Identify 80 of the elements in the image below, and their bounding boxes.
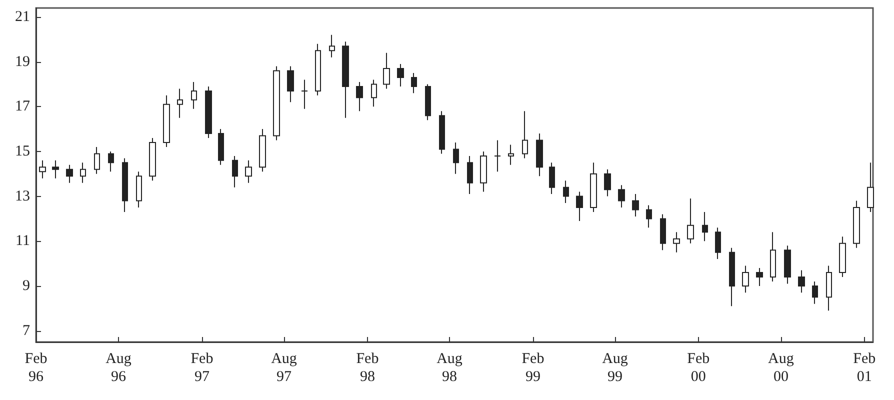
candlestick xyxy=(563,180,569,204)
candlestick xyxy=(108,150,114,172)
candlestick xyxy=(494,140,501,172)
candlestick xyxy=(259,128,266,172)
y-tick-label: 7 xyxy=(22,322,30,339)
candlestick xyxy=(522,110,528,159)
candlestick xyxy=(329,34,335,58)
x-tick-label: Feb 00 xyxy=(687,351,710,385)
candlestick xyxy=(867,162,874,212)
x-tick-label: Feb 01 xyxy=(853,351,876,385)
candlestick xyxy=(218,128,224,166)
candlestick xyxy=(136,171,142,208)
candlestick xyxy=(702,211,708,242)
candlestick xyxy=(356,81,363,112)
candlestick xyxy=(315,43,321,96)
x-tick-label: Feb 96 xyxy=(24,351,48,385)
candlestick xyxy=(301,79,308,110)
candlestick xyxy=(742,265,749,294)
candlestick xyxy=(646,204,652,228)
candlestick xyxy=(383,52,390,90)
candlestick xyxy=(245,160,252,184)
candlestick xyxy=(687,198,694,244)
candlestick xyxy=(826,265,832,312)
candlestick xyxy=(576,191,583,222)
candlestick xyxy=(632,194,639,217)
candlestick xyxy=(177,88,183,118)
candlestick xyxy=(549,162,555,195)
y-tick-label: 19 xyxy=(15,54,30,70)
x-tick-label: Aug 00 xyxy=(768,351,794,385)
candlestick xyxy=(798,270,805,294)
candlestick xyxy=(163,94,170,148)
candlestick xyxy=(66,164,73,184)
candlestick xyxy=(371,79,377,108)
x-tick-label: Aug 99 xyxy=(602,351,628,385)
candlestick xyxy=(425,84,431,121)
candlestick xyxy=(590,162,597,212)
candlestick xyxy=(784,245,791,284)
y-tick-label: 11 xyxy=(16,233,30,250)
x-tick-label: Aug 97 xyxy=(271,351,298,385)
candlestick xyxy=(122,158,128,212)
candlestick xyxy=(660,214,666,251)
candlestick xyxy=(94,146,100,174)
x-tick-label: Feb 99 xyxy=(522,351,544,385)
candlestick xyxy=(604,168,611,197)
candlestick xyxy=(812,280,818,304)
candlestick xyxy=(618,184,625,208)
candlestick xyxy=(52,160,59,179)
candlestick xyxy=(467,155,473,195)
x-tick-label: Feb 97 xyxy=(190,351,214,385)
candlestick xyxy=(80,162,86,184)
x-tick-label: Aug 98 xyxy=(436,351,463,385)
candlestick xyxy=(729,247,735,307)
y-tick-label: 15 xyxy=(15,143,30,160)
candlestick xyxy=(439,110,445,154)
candlestick xyxy=(205,86,212,139)
candlestick xyxy=(342,41,349,118)
candlestick xyxy=(232,155,238,188)
candlestick xyxy=(191,81,197,110)
candlestick xyxy=(853,200,860,248)
y-tick-label: 21 xyxy=(15,8,30,25)
candlestick xyxy=(715,227,721,260)
candlestick xyxy=(839,236,846,278)
candlestick xyxy=(453,142,459,174)
y-tick-label: 9 xyxy=(22,278,30,294)
candlestick xyxy=(411,72,417,94)
candlestick xyxy=(756,268,763,286)
candlestick xyxy=(673,232,680,253)
candlestick xyxy=(397,64,404,87)
candlestick xyxy=(536,133,543,177)
candlestick xyxy=(273,66,280,141)
y-tick-label: 17 xyxy=(15,98,30,115)
candlestick xyxy=(149,138,156,182)
candlestick xyxy=(480,150,487,192)
y-tick-label: 13 xyxy=(15,188,30,204)
candlestick xyxy=(770,232,776,282)
candlestick xyxy=(508,144,514,166)
candlestick xyxy=(287,66,294,103)
x-tick-label: Aug 96 xyxy=(106,351,132,385)
x-tick-label: Feb 98 xyxy=(356,351,379,385)
candlestick xyxy=(39,160,46,179)
